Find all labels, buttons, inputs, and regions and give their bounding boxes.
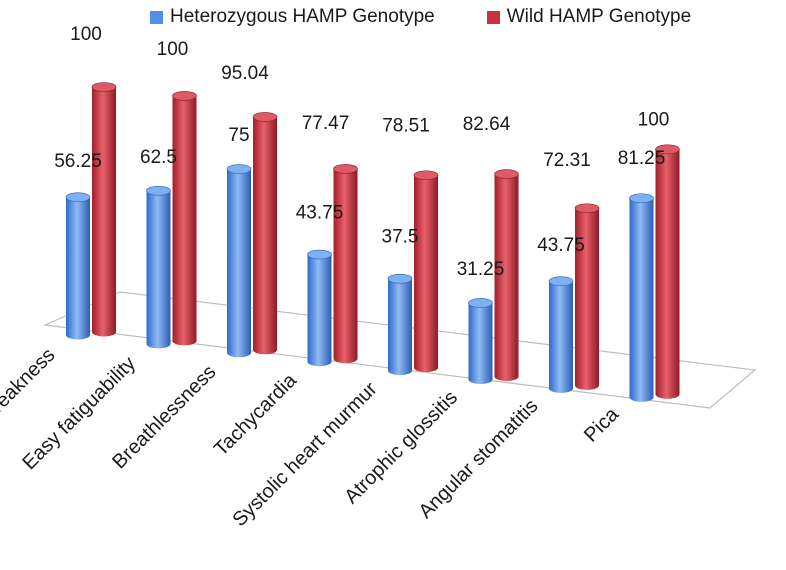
data-label-heterozygous-4: 37.5 — [382, 227, 419, 248]
bar-heterozygous-5 — [468, 298, 493, 384]
legend-label-heterozygous: Heterozygous HAMP Genotype — [170, 6, 435, 27]
data-label-wild-3: 77.47 — [302, 113, 350, 134]
bar-heterozygous-7 — [629, 193, 654, 402]
bar-wild-6 — [574, 203, 600, 390]
category-label-4: Systolic heart murmur — [228, 378, 381, 531]
data-label-heterozygous-2: 75 — [228, 125, 249, 146]
bar-wild-4 — [413, 170, 439, 373]
bar-heterozygous-1 — [146, 185, 171, 349]
data-label-wild-1: 100 — [157, 39, 189, 60]
data-label-wild-6: 72.31 — [543, 150, 591, 171]
category-label-3: Tachycardia — [210, 369, 302, 461]
data-label-heterozygous-0: 56.25 — [54, 151, 102, 172]
bar-heterozygous-2 — [226, 164, 252, 358]
bar-wild-0 — [91, 82, 117, 337]
data-label-heterozygous-3: 43.75 — [296, 203, 344, 224]
bar-wild-1 — [172, 91, 197, 346]
data-label-heterozygous-5: 31.25 — [457, 259, 505, 280]
legend-swatch-wild — [486, 10, 500, 24]
data-label-wild-5: 82.64 — [463, 114, 511, 135]
data-label-wild-4: 78.51 — [382, 115, 430, 136]
bar-wild-3 — [333, 164, 358, 364]
data-label-heterozygous-6: 43.75 — [537, 235, 585, 256]
data-label-wild-7: 100 — [638, 109, 670, 130]
data-label-heterozygous-7: 81.25 — [618, 148, 666, 169]
bar-heterozygous-3 — [307, 249, 332, 367]
legend-item-heterozygous: Heterozygous HAMP Genotype — [150, 6, 435, 28]
legend-label-wild: Wild HAMP Genotype — [506, 6, 692, 27]
legend-swatch-heterozygous — [150, 10, 163, 24]
bar-heterozygous-6 — [548, 276, 574, 393]
legend-item-wild: Wild HAMP Genotype — [486, 6, 692, 28]
bar-heterozygous-4 — [387, 273, 413, 376]
category-label-0: Weakness — [0, 344, 60, 425]
bar-wild-7 — [655, 144, 680, 399]
data-label-wild-2: 95.04 — [221, 63, 269, 84]
data-label-heterozygous-1: 62.5 — [140, 147, 177, 168]
legend: Heterozygous HAMP Genotype Wild HAMP Gen… — [150, 6, 743, 28]
bar-heterozygous-0 — [65, 192, 91, 340]
bar-wild-2 — [252, 112, 278, 355]
data-label-wild-0: 100 — [70, 24, 102, 45]
category-label-7: Pica — [580, 403, 624, 447]
bar-wild-5 — [494, 169, 519, 381]
